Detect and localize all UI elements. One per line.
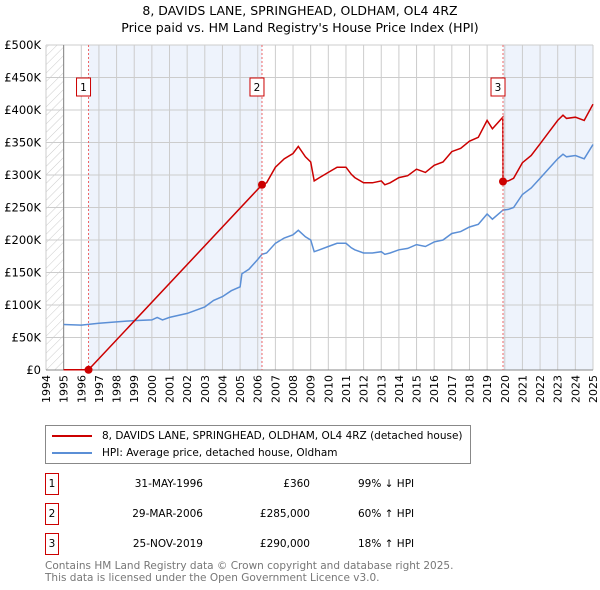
sale-price: £360 [283, 478, 310, 490]
y-tick-label: £0 [26, 363, 41, 377]
x-tick-label: 2016 [428, 375, 441, 403]
sale-date: 29-MAR-2006 [132, 508, 203, 520]
legend-label: HPI: Average price, detached house, Oldh… [102, 447, 338, 459]
x-tick-label: 2020 [499, 375, 512, 403]
x-tick-label: 2008 [287, 375, 300, 403]
price-chart: 1 2 3 1994 1995 1996 1997 1998 1999 2000 2001 2002 2… [4, 38, 600, 403]
y-tick-label: £200K [4, 233, 41, 247]
x-tick-label: 2015 [411, 375, 424, 403]
y-tick-label: £50K [12, 331, 42, 345]
legend-item-property: 8, DAVIDS LANE, SPRINGHEAD, OLDHAM, OL4 … [52, 428, 463, 444]
x-tick-label: 2007 [269, 375, 282, 403]
y-tick-label: £350K [4, 136, 41, 150]
x-tick-label: 2004 [216, 375, 229, 403]
legend-swatch-blue [52, 452, 92, 454]
sale-row: 3 25-NOV-2019 £290,000 18% ↑ HPI [45, 533, 445, 555]
x-tick-label: 2009 [305, 375, 318, 403]
x-tick-label: 1994 [40, 375, 53, 403]
x-tick-label: 2023 [552, 375, 565, 403]
sale-point [499, 177, 508, 186]
footer-licence: This data is licensed under the Open Gov… [45, 572, 380, 584]
x-tick-label: 2000 [146, 375, 159, 403]
hpi-line [63, 144, 594, 326]
sale-point [257, 180, 266, 189]
sale-point [84, 365, 93, 374]
x-tick-label: 2019 [481, 375, 494, 403]
sale-hpi-diff: 18% ↑ HPI [358, 538, 415, 550]
sale-marker-label: 2 [45, 503, 59, 525]
x-tick-label: 1996 [75, 375, 88, 403]
y-tick-label: £450K [4, 71, 41, 85]
legend-label: 8, DAVIDS LANE, SPRINGHEAD, OLDHAM, OL4 … [102, 430, 463, 442]
x-tick-label: 2024 [569, 375, 582, 403]
sale-date: 25-NOV-2019 [132, 538, 203, 550]
sale-price: £290,000 [259, 538, 310, 550]
y-tick-label: £300K [4, 168, 41, 182]
y-tick-label: £250K [4, 201, 41, 215]
sale-marker-label: 1 [45, 473, 59, 495]
sale-marker-label: 3 [495, 82, 502, 94]
footer: Contains HM Land Registry data © Crown c… [45, 560, 453, 584]
x-tick-label: 1998 [111, 375, 124, 403]
x-tick-label: 2001 [164, 375, 177, 403]
x-tick-label: 2014 [393, 375, 406, 403]
x-tick-label: 2013 [375, 375, 388, 403]
x-tick-label: 2021 [516, 375, 529, 403]
price-paid-line [63, 103, 594, 371]
legend: 8, DAVIDS LANE, SPRINGHEAD, OLDHAM, OL4 … [45, 425, 471, 464]
legend-item-hpi: HPI: Average price, detached house, Oldh… [52, 445, 338, 461]
y-tick-label: £150K [4, 266, 41, 280]
x-tick-label: 2025 [587, 375, 600, 403]
y-tick-label: £500K [4, 38, 41, 52]
sale-price: £285,000 [259, 508, 310, 520]
sale-hpi-diff: 99% ↓ HPI [358, 478, 415, 490]
sale-marker-box [490, 77, 506, 97]
y-tick-label: £400K [4, 103, 41, 117]
x-tick-label: 2017 [446, 375, 459, 403]
x-tick-label: 2002 [181, 375, 194, 403]
sale-marker-label: 3 [45, 533, 59, 555]
x-tick-label: 2012 [358, 375, 371, 403]
sale-row: 2 29-MAR-2006 £285,000 60% ↑ HPI [45, 503, 445, 525]
x-tick-label: 2022 [534, 375, 547, 403]
x-tick-label: 2011 [340, 375, 353, 403]
x-tick-label: 1995 [58, 375, 71, 403]
x-tick-label: 2006 [252, 375, 265, 403]
x-tick-label: 1997 [93, 375, 106, 403]
sale-marker-label: 1 [80, 82, 87, 94]
x-tick-label: 2010 [322, 375, 335, 403]
x-tick-label: 2018 [463, 375, 476, 403]
legend-swatch-red [52, 435, 92, 437]
footer-copyright: Contains HM Land Registry data © Crown c… [45, 560, 454, 572]
x-tick-label: 2003 [199, 375, 212, 403]
chart-title: 8, DAVIDS LANE, SPRINGHEAD, OLDHAM, OL4 … [142, 3, 458, 18]
sale-hpi-diff: 60% ↑ HPI [358, 508, 415, 520]
sale-date: 31-MAY-1996 [134, 478, 203, 490]
chart-subtitle: Price paid vs. HM Land Registry's House … [121, 20, 479, 35]
sale-row: 1 31-MAY-1996 £360 99% ↓ HPI [45, 473, 445, 495]
x-tick-label: 2005 [234, 375, 247, 403]
x-tick-label: 1999 [128, 375, 141, 403]
y-tick-label: £100K [4, 298, 41, 312]
sale-marker-box [76, 77, 92, 97]
sale-marker-box [249, 77, 265, 97]
sale-marker-label: 2 [254, 82, 261, 94]
